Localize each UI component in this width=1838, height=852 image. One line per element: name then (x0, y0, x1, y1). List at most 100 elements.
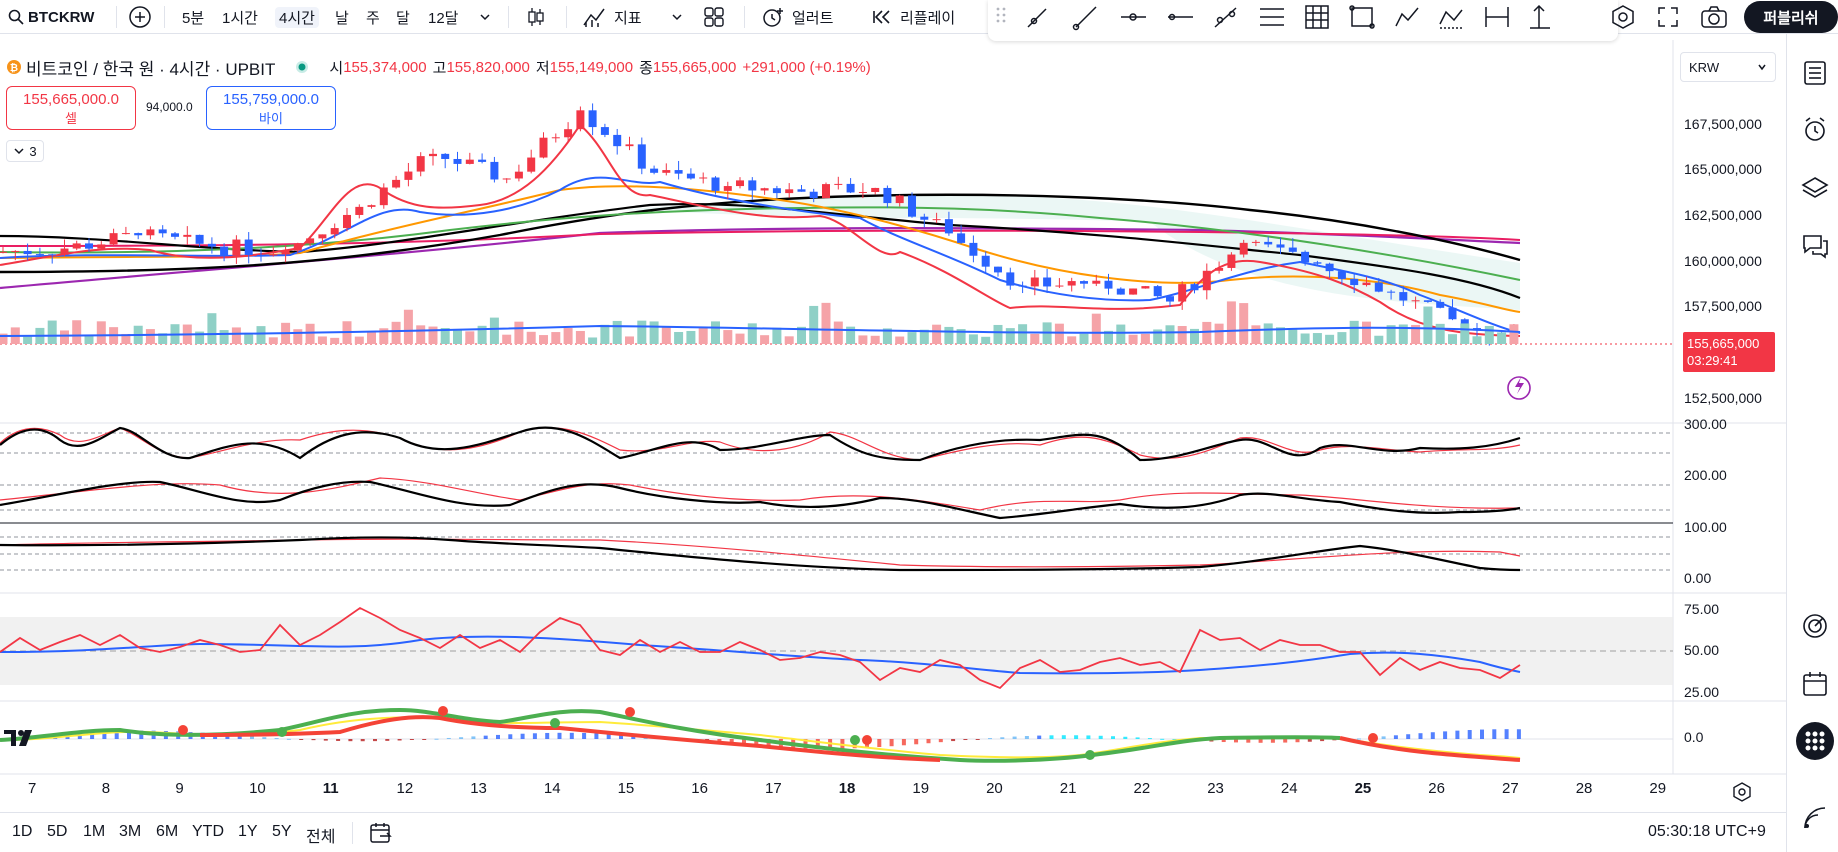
alarm-clock-icon[interactable] (1801, 116, 1829, 144)
bitcoin-icon: ₿ (7, 60, 21, 74)
volume-bar (1398, 324, 1408, 344)
buy-button[interactable]: 155,759,000.0 바이 (206, 86, 336, 130)
price-chart[interactable] (0, 40, 1786, 812)
interval-5m[interactable]: 5분 (182, 9, 205, 27)
volume-bar (207, 313, 217, 344)
market-status-icon[interactable] (295, 60, 309, 74)
stoch-pane[interactable] (0, 426, 1673, 572)
volume-bar (907, 332, 917, 344)
trend-line-icon[interactable] (1027, 8, 1047, 28)
range-ytd[interactable]: YTD (192, 823, 224, 840)
candle (1030, 277, 1039, 287)
layers-icon[interactable] (1801, 174, 1829, 202)
interval-12month[interactable]: 12달 (428, 9, 459, 27)
volume-bar (1288, 329, 1298, 344)
goto-date-icon[interactable] (368, 821, 394, 845)
interval-week[interactable]: 주 (366, 9, 380, 27)
add-symbol-button[interactable] (128, 0, 152, 34)
watchlist-icon[interactable] (1801, 59, 1829, 87)
osc-histogram-bar (1480, 729, 1484, 739)
volume-bar (1460, 323, 1470, 344)
candle (846, 183, 855, 193)
interval-day[interactable]: 날 (335, 9, 349, 27)
currency-select[interactable]: KRW (1680, 52, 1776, 82)
chevron-down-icon (1758, 64, 1766, 71)
parallel-channel-icon[interactable] (1214, 7, 1237, 28)
interval-month[interactable]: 달 (396, 9, 410, 27)
osc-histogram-bar (1320, 739, 1325, 742)
range-5d[interactable]: 5D (47, 823, 68, 840)
fullscreen-button[interactable] (1656, 0, 1680, 34)
lightning-icon[interactable] (1507, 376, 1531, 400)
volume-bar (858, 335, 868, 344)
rectangle-icon[interactable] (1349, 5, 1375, 29)
indicators-collapse-button[interactable]: 3 (6, 140, 44, 162)
range-3m[interactable]: 3M (119, 823, 142, 840)
measure-icon[interactable] (1485, 7, 1509, 27)
ray-icon[interactable] (1072, 6, 1097, 31)
indicators-button[interactable]: 지표 (582, 0, 642, 34)
indicators-dropdown[interactable] (670, 0, 684, 34)
chart-legend[interactable]: ₿ 비트코인 / 한국 원 · 4시간 · UPBIT 시 155,374,00… (6, 56, 871, 79)
volume-bar (882, 328, 892, 344)
interval-4h[interactable]: 4시간 (275, 2, 319, 32)
currency-value: KRW (1689, 59, 1720, 75)
replay-button[interactable]: 리플레이 (870, 0, 955, 34)
volume-bar (1140, 333, 1150, 344)
volume-bar (514, 321, 524, 344)
layouts-button[interactable] (702, 0, 726, 34)
drag-handle-icon[interactable] (996, 7, 1006, 23)
volume-bar (1312, 333, 1322, 344)
clock[interactable]: 05:30:18 UTC+9 (1648, 823, 1766, 840)
right-sidebar (1786, 34, 1838, 852)
sell-button[interactable]: 155,665,000.0 셀 (6, 86, 136, 130)
range-1m[interactable]: 1M (83, 823, 106, 840)
candle (920, 216, 929, 220)
path-icon[interactable] (1395, 7, 1419, 27)
candle (441, 153, 450, 159)
osc-histogram-bar (1393, 735, 1398, 739)
legend-change: +291,000 (+0.19%) (742, 58, 871, 76)
interval-dropdown[interactable] (478, 0, 492, 34)
pitchfork-icon[interactable] (1260, 8, 1284, 26)
snapshot-button[interactable] (1700, 0, 1728, 34)
candle (1202, 270, 1211, 291)
fib-grid-icon[interactable] (1305, 5, 1329, 29)
candle (551, 137, 560, 139)
apps-grid-icon[interactable] (1796, 722, 1834, 760)
symbol-search[interactable]: BTCKRW (0, 0, 112, 34)
publish-button[interactable]: 퍼블리쉬 (1744, 1, 1838, 33)
horizontal-ray-icon[interactable] (1168, 13, 1193, 21)
chart-type-button[interactable] (524, 0, 548, 34)
target-icon[interactable] (1801, 612, 1829, 640)
osc-line-down (199, 715, 1521, 762)
range-all[interactable]: 전체 (306, 829, 336, 846)
volume-bar (1276, 327, 1285, 344)
settings-button[interactable] (1610, 0, 1636, 34)
volume-bar (981, 336, 991, 344)
pattern-icon[interactable] (1439, 9, 1464, 29)
calendar-icon[interactable] (1801, 670, 1829, 698)
range-5y[interactable]: 5Y (272, 823, 292, 840)
volume-bar (821, 302, 831, 344)
tradingview-logo[interactable] (4, 730, 32, 746)
oscillator-pane[interactable] (0, 706, 1673, 763)
alert-button[interactable]: 얼러트 (760, 0, 833, 34)
range-1y[interactable]: 1Y (238, 823, 258, 840)
interval-1h[interactable]: 1시간 (222, 9, 258, 27)
rsi-pane[interactable] (0, 606, 1673, 690)
osc-histogram-bar (311, 739, 316, 741)
horizontal-line-icon[interactable] (1121, 13, 1146, 21)
ma-magenta (0, 229, 1521, 247)
long-position-icon[interactable] (1530, 4, 1550, 29)
chat-icon[interactable] (1801, 232, 1829, 260)
signal-icon[interactable] (1801, 804, 1829, 832)
osc-histogram-bar (1307, 739, 1312, 742)
stoch-2-signal (0, 477, 1521, 511)
volume-bar (23, 336, 33, 344)
range-1d[interactable]: 1D (12, 823, 33, 840)
range-6m[interactable]: 6M (156, 823, 179, 840)
volume-bar (219, 330, 229, 344)
volume-bar (195, 331, 205, 344)
settings-icon[interactable] (1733, 782, 1751, 802)
